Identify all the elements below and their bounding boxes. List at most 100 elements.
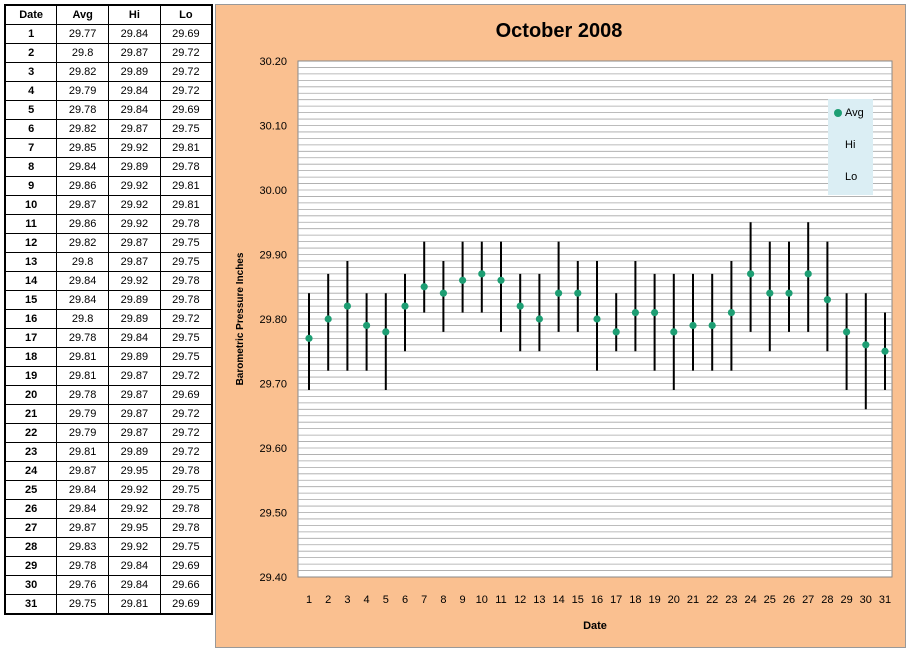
table-row: 13 29.8 29.87 29.75 bbox=[4, 252, 213, 272]
cell-avg: 29.78 bbox=[56, 556, 109, 576]
cell-date: 10 bbox=[4, 195, 58, 215]
x-tick-label: 4 bbox=[364, 594, 370, 606]
y-tick-label: 29.50 bbox=[259, 508, 287, 520]
cell-lo: 29.75 bbox=[159, 119, 213, 139]
cell-hi: 29.89 bbox=[108, 62, 161, 82]
y-tick-label: 29.60 bbox=[259, 443, 287, 455]
cell-lo: 29.75 bbox=[159, 537, 213, 557]
legend-item-lo: Lo bbox=[845, 171, 857, 183]
x-tick-label: 26 bbox=[783, 594, 795, 606]
cell-lo: 29.75 bbox=[159, 252, 213, 272]
header-avg: Avg bbox=[56, 4, 109, 25]
cell-lo: 29.69 bbox=[159, 100, 213, 120]
cell-date: 4 bbox=[4, 81, 58, 101]
cell-avg: 29.83 bbox=[56, 537, 109, 557]
cell-avg: 29.75 bbox=[56, 594, 109, 615]
cell-date: 16 bbox=[4, 309, 58, 329]
cell-hi: 29.84 bbox=[108, 328, 161, 348]
cell-date: 1 bbox=[4, 24, 58, 44]
cell-hi: 29.89 bbox=[108, 290, 161, 310]
cell-date: 11 bbox=[4, 214, 58, 234]
cell-lo: 29.81 bbox=[159, 195, 213, 215]
x-tick-label: 21 bbox=[687, 594, 699, 606]
y-tick-label: 30.00 bbox=[259, 185, 287, 197]
x-tick-label: 18 bbox=[629, 594, 641, 606]
table-row: 2 29.8 29.87 29.72 bbox=[4, 43, 213, 63]
cell-hi: 29.92 bbox=[108, 195, 161, 215]
avg-point bbox=[612, 328, 620, 336]
cell-avg: 29.84 bbox=[56, 499, 109, 519]
avg-point bbox=[305, 334, 313, 342]
table-row: 27 29.87 29.95 29.78 bbox=[4, 518, 213, 538]
cell-lo: 29.69 bbox=[159, 594, 213, 615]
cell-hi: 29.87 bbox=[108, 233, 161, 253]
table-row: 22 29.79 29.87 29.72 bbox=[4, 423, 213, 443]
cell-hi: 29.92 bbox=[108, 499, 161, 519]
cell-date: 21 bbox=[4, 404, 58, 424]
x-tick-label: 15 bbox=[572, 594, 584, 606]
x-tick-label: 13 bbox=[533, 594, 545, 606]
x-tick-label: 29 bbox=[840, 594, 852, 606]
cell-avg: 29.87 bbox=[56, 461, 109, 481]
cell-avg: 29.76 bbox=[56, 575, 109, 595]
legend-label-lo: Lo bbox=[845, 171, 858, 183]
cell-date: 22 bbox=[4, 423, 58, 443]
chart-legend: Avg Hi Lo bbox=[828, 99, 873, 195]
cell-hi: 29.81 bbox=[108, 594, 161, 615]
cell-lo: 29.75 bbox=[159, 233, 213, 253]
legend-label-avg: Avg bbox=[845, 107, 864, 119]
cell-avg: 29.79 bbox=[56, 81, 109, 101]
table-row: 12 29.82 29.87 29.75 bbox=[4, 233, 213, 253]
cell-hi: 29.84 bbox=[108, 575, 161, 595]
avg-point bbox=[670, 328, 678, 336]
x-tick-label: 19 bbox=[648, 594, 660, 606]
avg-point bbox=[631, 308, 639, 317]
cell-avg: 29.82 bbox=[56, 233, 109, 253]
x-tick-label: 28 bbox=[821, 594, 833, 606]
table-row: 21 29.79 29.87 29.72 bbox=[4, 404, 213, 424]
cell-date: 31 bbox=[4, 594, 58, 615]
table-row: 1 29.77 29.84 29.69 bbox=[4, 24, 213, 44]
cell-date: 19 bbox=[4, 366, 58, 386]
cell-date: 28 bbox=[4, 537, 58, 557]
cell-lo: 29.72 bbox=[159, 62, 213, 82]
cell-date: 14 bbox=[4, 271, 58, 291]
cell-lo: 29.72 bbox=[159, 43, 213, 63]
x-tick-label: 9 bbox=[460, 594, 466, 606]
y-tick-label: 29.70 bbox=[259, 379, 287, 391]
y-axis-label: Barometric Pressure Inches bbox=[235, 252, 246, 385]
cell-lo: 29.78 bbox=[159, 157, 213, 177]
avg-point bbox=[401, 302, 409, 310]
cell-avg: 29.85 bbox=[56, 138, 109, 158]
table-row: 6 29.82 29.87 29.75 bbox=[4, 119, 213, 139]
cell-avg: 29.84 bbox=[56, 480, 109, 500]
cell-hi: 29.92 bbox=[108, 176, 161, 196]
legend-label-hi: Hi bbox=[845, 139, 856, 151]
x-tick-label: 31 bbox=[879, 594, 891, 606]
cell-date: 12 bbox=[4, 233, 58, 253]
cell-avg: 29.86 bbox=[56, 176, 109, 196]
cell-lo: 29.66 bbox=[159, 575, 213, 595]
table-row: 15 29.84 29.89 29.78 bbox=[4, 290, 213, 310]
grid-lines bbox=[298, 67, 892, 571]
table-row: 10 29.87 29.92 29.81 bbox=[4, 195, 213, 215]
cell-lo: 29.75 bbox=[159, 480, 213, 500]
avg-point bbox=[708, 321, 716, 330]
cell-avg: 29.82 bbox=[56, 119, 109, 139]
y-tick-label: 29.40 bbox=[259, 572, 287, 584]
chart-panel: October 2008 29.40 29.50 29.60 29.70 29.80 29… bbox=[215, 4, 906, 648]
cell-avg: 29.81 bbox=[56, 347, 109, 367]
avg-point bbox=[439, 289, 447, 297]
cell-lo: 29.72 bbox=[159, 423, 213, 443]
table-row: 14 29.84 29.92 29.78 bbox=[4, 271, 213, 291]
avg-point bbox=[804, 270, 812, 278]
avg-point bbox=[459, 276, 467, 284]
cell-date: 18 bbox=[4, 347, 58, 367]
x-tick-label: 24 bbox=[744, 594, 756, 606]
table-row: 28 29.83 29.92 29.75 bbox=[4, 537, 213, 557]
data-table: Date Avg Hi Lo 1 29.77 29.84 29.69 2 29.8 29.8… bbox=[4, 4, 213, 615]
cell-date: 17 bbox=[4, 328, 58, 348]
cell-lo: 29.72 bbox=[159, 309, 213, 329]
cell-lo: 29.72 bbox=[159, 442, 213, 462]
cell-date: 23 bbox=[4, 442, 58, 462]
